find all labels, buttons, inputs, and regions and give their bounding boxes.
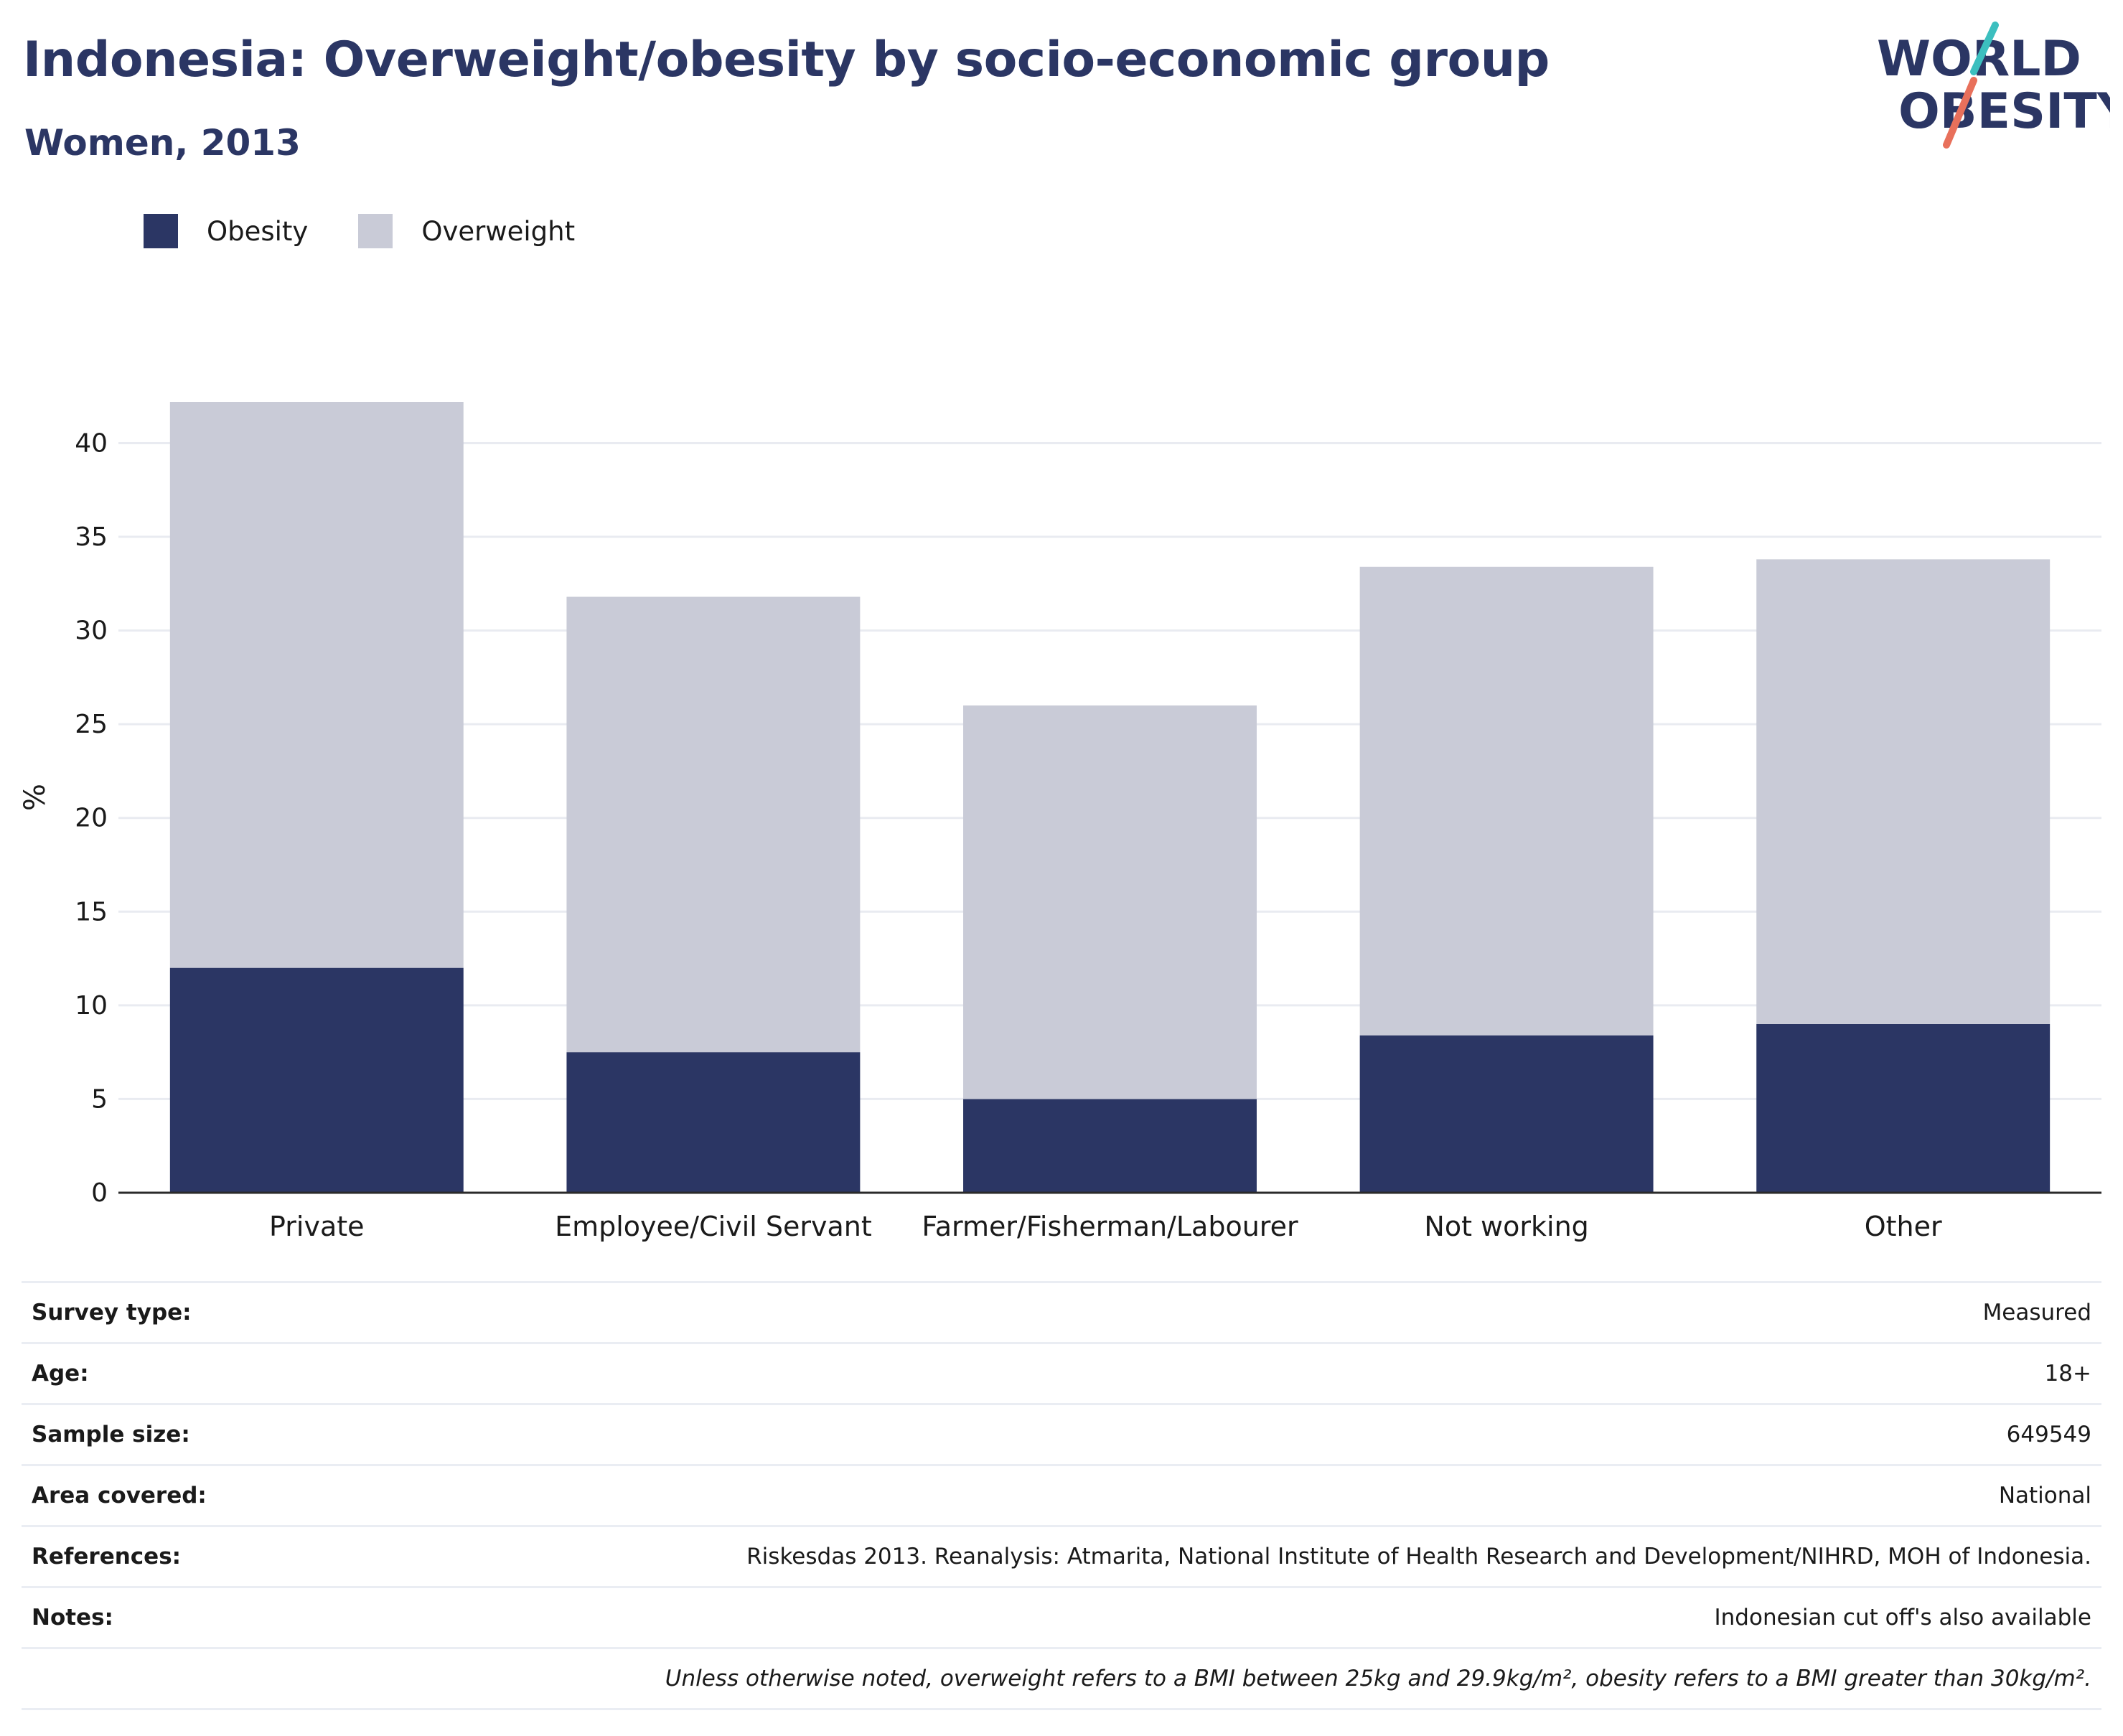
legend-label-obesity: Obesity — [207, 215, 309, 247]
info-value-sample-size: 649549 — [281, 1403, 2101, 1465]
logo-slash-bottom — [1943, 77, 1977, 149]
info-value-survey-type: Measured — [281, 1281, 2101, 1343]
bar-overweight-0 — [169, 402, 464, 968]
y-tick-label: 20 — [75, 804, 108, 833]
x-tick-label: Not working — [1424, 1211, 1588, 1242]
info-label-area-covered: Area covered: — [22, 1464, 282, 1526]
chart-title: Indonesia: Overweight/obesity by socio-e… — [23, 32, 1550, 88]
table-row: Unless otherwise noted, overweight refer… — [22, 1647, 2101, 1710]
bar-obesity-2 — [963, 1099, 1257, 1193]
table-row: Sample size: 649549 — [22, 1403, 2101, 1465]
info-label-references: References: — [22, 1525, 282, 1587]
table-row: Notes: Indonesian cut off's also availab… — [22, 1586, 2101, 1648]
x-tick-label: Private — [269, 1211, 364, 1242]
bar-overweight-1 — [566, 596, 861, 1053]
y-tick-label: 5 — [91, 1084, 108, 1114]
y-tick-label: 30 — [75, 616, 108, 646]
bar-obesity-0 — [169, 967, 464, 1193]
bar-obesity-1 — [566, 1052, 861, 1193]
chart-legend: Obesity Overweight — [144, 214, 625, 248]
table-row: References: Riskesdas 2013. Reanalysis: … — [22, 1525, 2101, 1587]
legend-swatch-obesity — [144, 214, 178, 248]
x-tick-label: Farmer/Fisherman/Labourer — [922, 1211, 1298, 1242]
bar-overweight-3 — [1359, 566, 1654, 1036]
bar-obesity-4 — [1756, 1023, 2051, 1193]
chart-subtitle: Women, 2013 — [24, 122, 301, 164]
y-tick-label: 15 — [75, 897, 108, 926]
footnote: Unless otherwise noted, overweight refer… — [22, 1647, 2101, 1710]
stacked-bar-chart: 0 5 10 15 20 25 30 35 40% Private Employee/Civil S… — [19, 402, 2101, 1242]
info-label-survey-type: Survey type: — [22, 1281, 282, 1343]
table-row: Survey type: Measured — [22, 1281, 2101, 1343]
x-tick-label: Other — [1865, 1211, 1942, 1242]
y-tick-label: 35 — [75, 522, 108, 552]
y-tick-label: 40 — [75, 428, 108, 458]
table-row: Age: 18+ — [22, 1342, 2101, 1404]
world-obesity-logo: WORLD OBESITY — [1877, 22, 2110, 149]
bar-overweight-4 — [1756, 559, 2051, 1024]
survey-info-table: Survey type: Measured Age: 18+ Sample si… — [22, 1281, 2101, 1710]
info-value-age: 18+ — [281, 1342, 2101, 1404]
y-tick-label: 10 — [75, 991, 108, 1021]
legend-label-overweight: Overweight — [421, 215, 576, 247]
legend-swatch-overweight — [358, 214, 393, 248]
y-axis-label: % — [19, 784, 52, 811]
info-value-notes: Indonesian cut off's also available — [281, 1586, 2101, 1648]
info-label-age: Age: — [22, 1342, 282, 1404]
bar-overweight-2 — [963, 705, 1257, 1099]
info-label-sample-size: Sample size: — [22, 1403, 282, 1465]
table-row: Area covered: National — [22, 1464, 2101, 1526]
y-tick-label: 25 — [75, 710, 108, 739]
logo-slash-top — [1970, 22, 1999, 75]
logo-line-2: OBESITY — [1898, 83, 2110, 140]
info-label-notes: Notes: — [22, 1586, 282, 1648]
legend-item-obesity[interactable]: Obesity — [144, 214, 308, 248]
info-value-references: Riskesdas 2013. Reanalysis: Atmarita, Na… — [281, 1525, 2101, 1587]
bar-obesity-3 — [1359, 1035, 1654, 1193]
x-tick-label: Employee/Civil Servant — [555, 1211, 872, 1242]
info-value-area-covered: National — [281, 1464, 2101, 1526]
legend-item-overweight[interactable]: Overweight — [358, 214, 575, 248]
y-tick-label: 0 — [91, 1178, 108, 1208]
